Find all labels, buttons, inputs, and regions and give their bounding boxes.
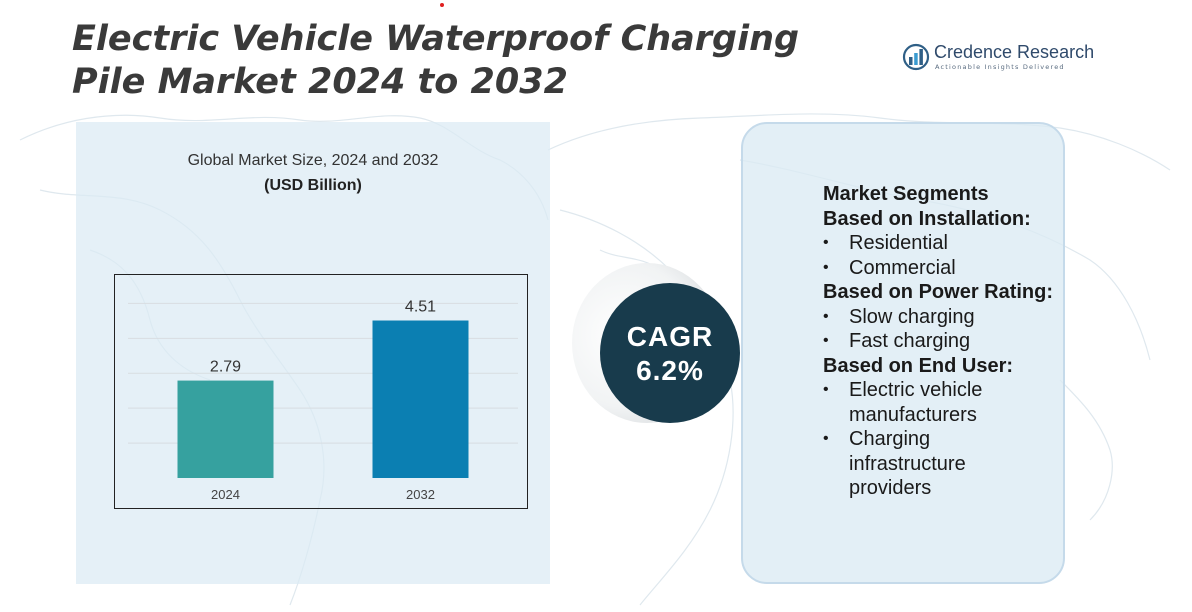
logo-tagline: Actionable Insights Delivered	[935, 63, 1065, 71]
red-dot-marker	[440, 3, 444, 7]
bar-2024	[177, 380, 274, 478]
market-size-bar-chart: 2.79 2024 4.51 2032	[128, 299, 518, 502]
segment-item-commercial: Commercial	[823, 256, 1085, 281]
segment-group-title-installation: Based on Installation:	[823, 207, 1031, 230]
company-logo: Credence Research Actionable Insights De…	[902, 40, 1095, 76]
logo-name: Credence Research	[934, 42, 1095, 62]
bar-2032	[372, 320, 469, 478]
segment-list-installation: Residential Commercial	[823, 231, 1085, 280]
chart-unit: (USD Billion)	[264, 177, 362, 194]
segment-item-charging-infrastructure: Charging infrastructure providers	[823, 427, 989, 501]
segment-list-power-rating: Slow charging Fast charging	[823, 305, 1085, 354]
segment-item-fast-charging: Fast charging	[823, 329, 1085, 354]
page-title: Electric Vehicle Waterproof Charging Pil…	[72, 19, 800, 102]
segment-item-slow-charging: Slow charging	[823, 305, 1085, 330]
chart-title: Global Market Size, 2024 and 2032	[187, 152, 439, 169]
segment-list-end-user: Electric vehicle manufacturers Charging …	[823, 378, 1085, 501]
market-segments: Market Segments Based on Installation: R…	[823, 182, 1085, 501]
credence-research-logo-icon	[902, 43, 930, 71]
cagr-label: CAGR	[626, 321, 714, 352]
segments-title: Market Segments	[823, 183, 989, 205]
segment-group-title-power-rating: Based on Power Rating:	[823, 281, 1054, 303]
data-label-2032: 4.51	[405, 299, 436, 316]
segment-group-title-end-user: Based on End User:	[823, 354, 1014, 377]
cagr-value: 6.2%	[636, 355, 704, 386]
data-label-2024: 2.79	[210, 359, 241, 376]
x-tick-label-2024: 2024	[211, 487, 240, 502]
x-tick-label-2032: 2032	[406, 487, 435, 502]
cagr-badge: CAGR 6.2%	[600, 283, 740, 423]
market-size-panel	[76, 122, 550, 584]
chart-frame	[114, 274, 528, 509]
segment-item-residential: Residential	[823, 231, 1085, 256]
segment-item-ev-manufacturers: Electric vehicle manufacturers	[823, 378, 1009, 427]
